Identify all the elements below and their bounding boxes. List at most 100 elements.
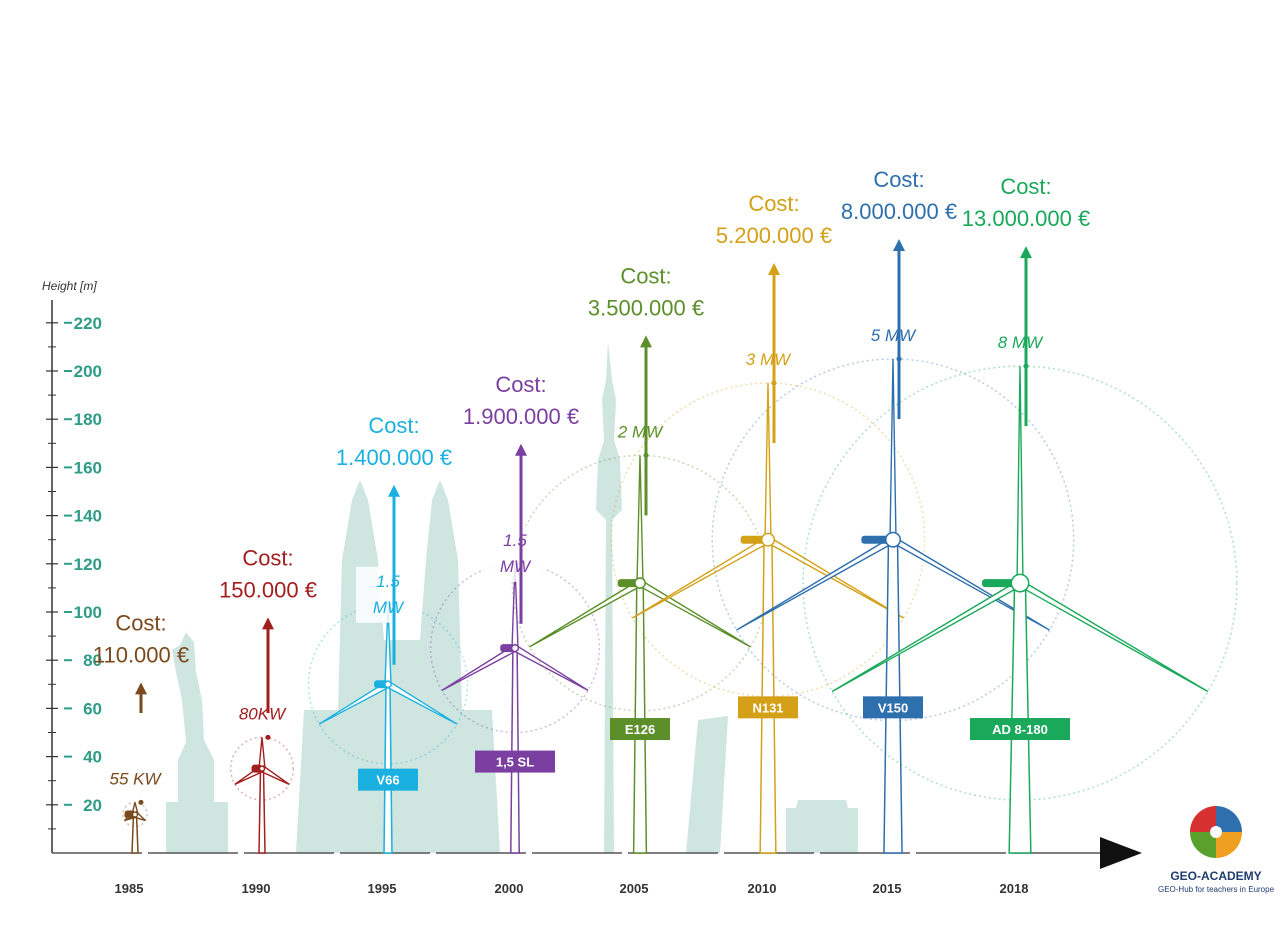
turbine-nacelle <box>124 810 135 819</box>
turbine-1985 <box>122 799 148 854</box>
turbine-series <box>122 356 1238 854</box>
turbine-blade <box>631 536 771 619</box>
cost-value: 1.400.000 € <box>336 445 452 470</box>
y-tick-label: 140 <box>74 507 102 526</box>
power-label: 5 MW <box>871 326 917 345</box>
turbine-2010 <box>610 380 926 854</box>
cost-label: Cost: <box>748 191 799 216</box>
cost-label: Cost: <box>873 167 924 192</box>
geo-academy-logo: GEO-ACADEMY GEO-Hub for teachers in Europ… <box>1158 806 1275 894</box>
cost-label: Cost: <box>495 372 546 397</box>
landmark-silhouettes <box>166 342 858 853</box>
y-tick-label: 20 <box>83 796 102 815</box>
cost-arrow-head <box>515 443 527 456</box>
y-tick-label: 200 <box>74 362 102 381</box>
x-tick-label: 1985 <box>115 881 144 896</box>
cost-arrow-head <box>640 335 652 348</box>
turbine-hub <box>1010 573 1030 593</box>
statue-pedestal-silhouette <box>166 802 228 853</box>
cost-label: Cost: <box>1000 174 1051 199</box>
power-label: 55 KW <box>109 769 162 788</box>
turbine-2005 <box>511 452 769 854</box>
x-axis-arrow-icon <box>1100 837 1142 869</box>
pisa-tower-silhouette <box>686 716 728 853</box>
power-label-bg <box>483 525 547 582</box>
y-tick-label: 220 <box>74 314 102 333</box>
y-tick-label: 100 <box>74 603 102 622</box>
model-badge <box>475 750 555 773</box>
turbine-2000 <box>429 561 601 854</box>
statue-of-liberty-silhouette <box>172 630 214 853</box>
cost-arrow-head <box>135 682 147 695</box>
turbine-hub <box>634 577 646 589</box>
cost-label: Cost: <box>620 263 671 288</box>
turbine-2015 <box>711 356 1075 854</box>
cost-arrow-head <box>388 484 400 497</box>
model-badge <box>738 696 798 719</box>
power-label: 2 MW <box>617 422 664 441</box>
y-axis-title: Height [m] <box>42 279 97 293</box>
cost-value: 5.200.000 € <box>716 223 832 248</box>
y-tick-label: 40 <box>83 748 102 767</box>
cost-value: 3.500.000 € <box>588 295 704 320</box>
power-label-bg <box>356 566 420 623</box>
cost-arrow-head <box>893 238 905 251</box>
turbine-nacelle <box>617 579 640 588</box>
turbine-tower <box>258 767 266 854</box>
cost-label: Cost: <box>368 413 419 438</box>
turbine-blade <box>637 579 751 648</box>
cost-value: 110.000 € <box>93 642 189 667</box>
cost-label: Cost: <box>242 545 293 570</box>
y-tick-label: 180 <box>74 410 102 429</box>
power-label: 8 MW <box>998 333 1044 352</box>
x-tick-label: 2010 <box>748 881 777 896</box>
rotor-circle <box>229 736 295 801</box>
model-badge <box>358 768 418 791</box>
turbine-blade <box>736 536 896 631</box>
turbine-blade <box>831 579 1023 693</box>
logo-quadrant-orange <box>1216 832 1242 858</box>
turbine-1990 <box>229 734 295 854</box>
cathedral-silhouette <box>296 480 500 853</box>
y-tick-label: 80 <box>83 651 102 670</box>
cost-value: 13.000.000 € <box>962 206 1090 231</box>
turbine-nacelle <box>861 535 893 544</box>
cost-arrow-head <box>262 617 274 630</box>
logo-center <box>1210 826 1222 838</box>
turbine-blade <box>889 358 897 541</box>
power-label: 80KW <box>239 704 287 723</box>
model-badge-label: V66 <box>376 773 399 788</box>
cost-arrow-head <box>1020 246 1032 259</box>
logo-quadrant-green <box>1190 832 1216 858</box>
model-badge-label: AD 8-180 <box>992 722 1048 737</box>
cost-label: Cost: <box>115 610 166 635</box>
x-tick-label: 1990 <box>242 881 271 896</box>
chart-labels: 55 KW Cost: 110.000 € 1985 80KW Cost: 150.000 … <box>93 167 1090 896</box>
y-tick-label: 60 <box>83 699 102 718</box>
turbine-blade <box>1016 366 1024 584</box>
power-label: 3 MW <box>746 350 792 369</box>
turbine-hub <box>510 644 520 653</box>
turbine-nacelle <box>740 535 768 544</box>
cost-value: 150.000 € <box>219 577 317 602</box>
turbine-nacelle <box>374 680 388 689</box>
model-badge <box>970 718 1070 741</box>
rotor-circle <box>307 604 469 765</box>
y-tick-label: 160 <box>74 458 102 477</box>
turbine-2018 <box>802 363 1238 854</box>
model-badge-label: V150 <box>878 700 908 715</box>
model-badge-label: N131 <box>752 700 783 715</box>
model-badge <box>610 718 670 741</box>
turbine-nacelle <box>251 764 262 773</box>
x-tick-label: 1995 <box>368 881 397 896</box>
x-tick-label: 2015 <box>873 881 902 896</box>
model-badge <box>863 696 923 719</box>
cost-value: 1.900.000 € <box>463 404 579 429</box>
model-badge-label: 1,5 SL <box>496 755 534 770</box>
turbine-blade <box>512 644 589 691</box>
axes: Height [m] 20 40 60 80 100 120 140 160 180 200 220 <box>42 279 1142 869</box>
model-badge-label: E126 <box>625 722 655 737</box>
turbine-blade <box>258 737 266 770</box>
brand-tagline: GEO-Hub for teachers in Europe <box>1158 885 1275 894</box>
